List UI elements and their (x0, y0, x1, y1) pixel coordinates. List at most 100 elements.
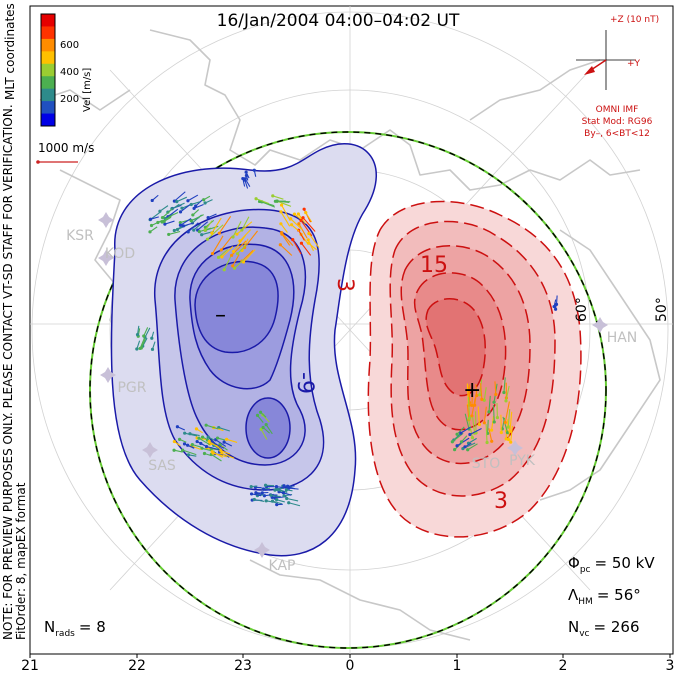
velocity-vector-origin (231, 235, 235, 239)
velocity-vector-origin (492, 400, 496, 404)
colorbar-swatch (41, 101, 55, 115)
velocity-vector-origin (172, 439, 176, 444)
velocity-vector-origin (191, 213, 195, 217)
positive-potential-cell (367, 200, 582, 538)
velocity-vector-origin (219, 448, 223, 453)
radar-site-label: HAN (607, 330, 638, 346)
velocity-vector-origin (177, 437, 182, 441)
velocity-vector-origin (200, 233, 204, 237)
velocity-vector-origin (264, 499, 268, 503)
velocity-vector-origin (503, 420, 507, 425)
velocity-vector-origin (194, 427, 199, 431)
velocity-vector-origin (215, 436, 220, 440)
stat-n-vc: Nvc = 266 (568, 618, 639, 639)
velocity-vector (259, 200, 275, 207)
velocity-vector (144, 327, 151, 338)
velocity-vector (279, 244, 293, 256)
velocity-vector-origin (453, 448, 457, 452)
colorbar-swatch (41, 76, 55, 90)
velocity-vector-origin (475, 393, 479, 398)
velocity-vector (162, 208, 173, 218)
colorbar-tick-400: 400 (60, 67, 79, 78)
velocity-vector-origin (148, 217, 153, 221)
velocity-vector-origin (249, 485, 253, 489)
velocity-vector (180, 203, 192, 213)
radar-site-label: PGR (117, 380, 146, 396)
velocity-vector (140, 338, 146, 349)
negative-potential-cell (110, 143, 377, 557)
velocity-vector-origin (482, 421, 486, 425)
colorbar-swatch (41, 63, 55, 77)
velocity-vector (180, 218, 192, 226)
velocity-vector-origin (181, 224, 186, 228)
velocity-colorbar: 600 400 200 Vel [m/s] (40, 13, 93, 127)
velocity-vector-origin (160, 215, 165, 220)
velocity-vector (221, 246, 234, 258)
colorbar-swatch (41, 26, 55, 40)
velocity-vector (265, 424, 273, 435)
velocity-vector (213, 452, 227, 458)
velocity-vector-origin (205, 237, 210, 241)
velocity-vector-origin (238, 239, 242, 243)
velocity-vector (467, 396, 471, 419)
velocity-vector-origin (473, 403, 477, 407)
velocity-vector-origin (461, 447, 465, 451)
velocity-vector-origin (231, 249, 236, 254)
velocity-vector (456, 437, 470, 447)
velocity-vector (208, 440, 222, 450)
velocity-vector-origin (282, 494, 286, 498)
velocity-vector (212, 235, 224, 254)
velocity-vector-origin (244, 173, 249, 178)
velocity-vector-origin (189, 219, 193, 223)
mlt-tick-label: 23 (234, 658, 252, 674)
velocity-vector-origin (216, 255, 221, 259)
velocity-vector (211, 441, 225, 449)
velocity-vector-origin (195, 439, 199, 444)
radar-site-label: KAP (269, 558, 296, 574)
radar-site-icon (98, 250, 114, 266)
stat-lambda-hm: ΛHM = 56° (568, 586, 641, 607)
velocity-vector-origin (158, 209, 162, 213)
velocity-vector-origin (186, 443, 190, 447)
velocity-vector-origin (489, 428, 494, 432)
velocity-vector-origin (220, 451, 224, 455)
velocity-vector (280, 211, 291, 227)
velocity-vector-origin (470, 403, 474, 408)
velocity-vector-origin (470, 436, 475, 440)
velocity-vector-origin (505, 431, 510, 435)
velocity-vector-origin (478, 393, 482, 397)
velocity-vector-origin (306, 238, 310, 242)
velocity-vector-origin (197, 436, 201, 440)
velocity-vector-origin (459, 440, 464, 444)
colorbar-swatch (41, 51, 55, 65)
velocity-vector (270, 494, 281, 498)
potential-maximum-marker: + (463, 378, 481, 403)
velocity-vector-origin (192, 228, 196, 232)
velocity-vector-origin (192, 206, 196, 211)
velocity-vector-origin (135, 347, 139, 351)
velocity-vector-origin (200, 435, 205, 439)
velocity-vector-origin (279, 222, 283, 226)
velocity-vector (233, 234, 247, 252)
velocity-vector (205, 424, 219, 430)
velocity-vector (232, 254, 240, 267)
velocity-vector-origin (219, 248, 223, 252)
potential-minimum-marker: – (215, 303, 226, 328)
velocity-vector (176, 196, 188, 203)
velocity-vector-origin (240, 228, 244, 232)
velocity-vector-origin (255, 413, 260, 417)
velocity-vector (307, 239, 314, 252)
velocity-vector (291, 224, 300, 232)
velocity-vector-origin (149, 223, 154, 228)
velocity-vector-origin (506, 437, 511, 442)
velocity-vector (280, 223, 288, 233)
velocity-vector (236, 221, 253, 235)
velocity-vector (286, 497, 299, 502)
velocity-vector (292, 239, 302, 255)
velocity-vector (509, 411, 513, 432)
velocity-vector-origin (261, 425, 265, 430)
velocity-vector-origin (202, 198, 206, 202)
velocity-vector-origin (222, 268, 226, 272)
velocity-vector (503, 377, 506, 393)
velocity-vector (187, 194, 199, 202)
